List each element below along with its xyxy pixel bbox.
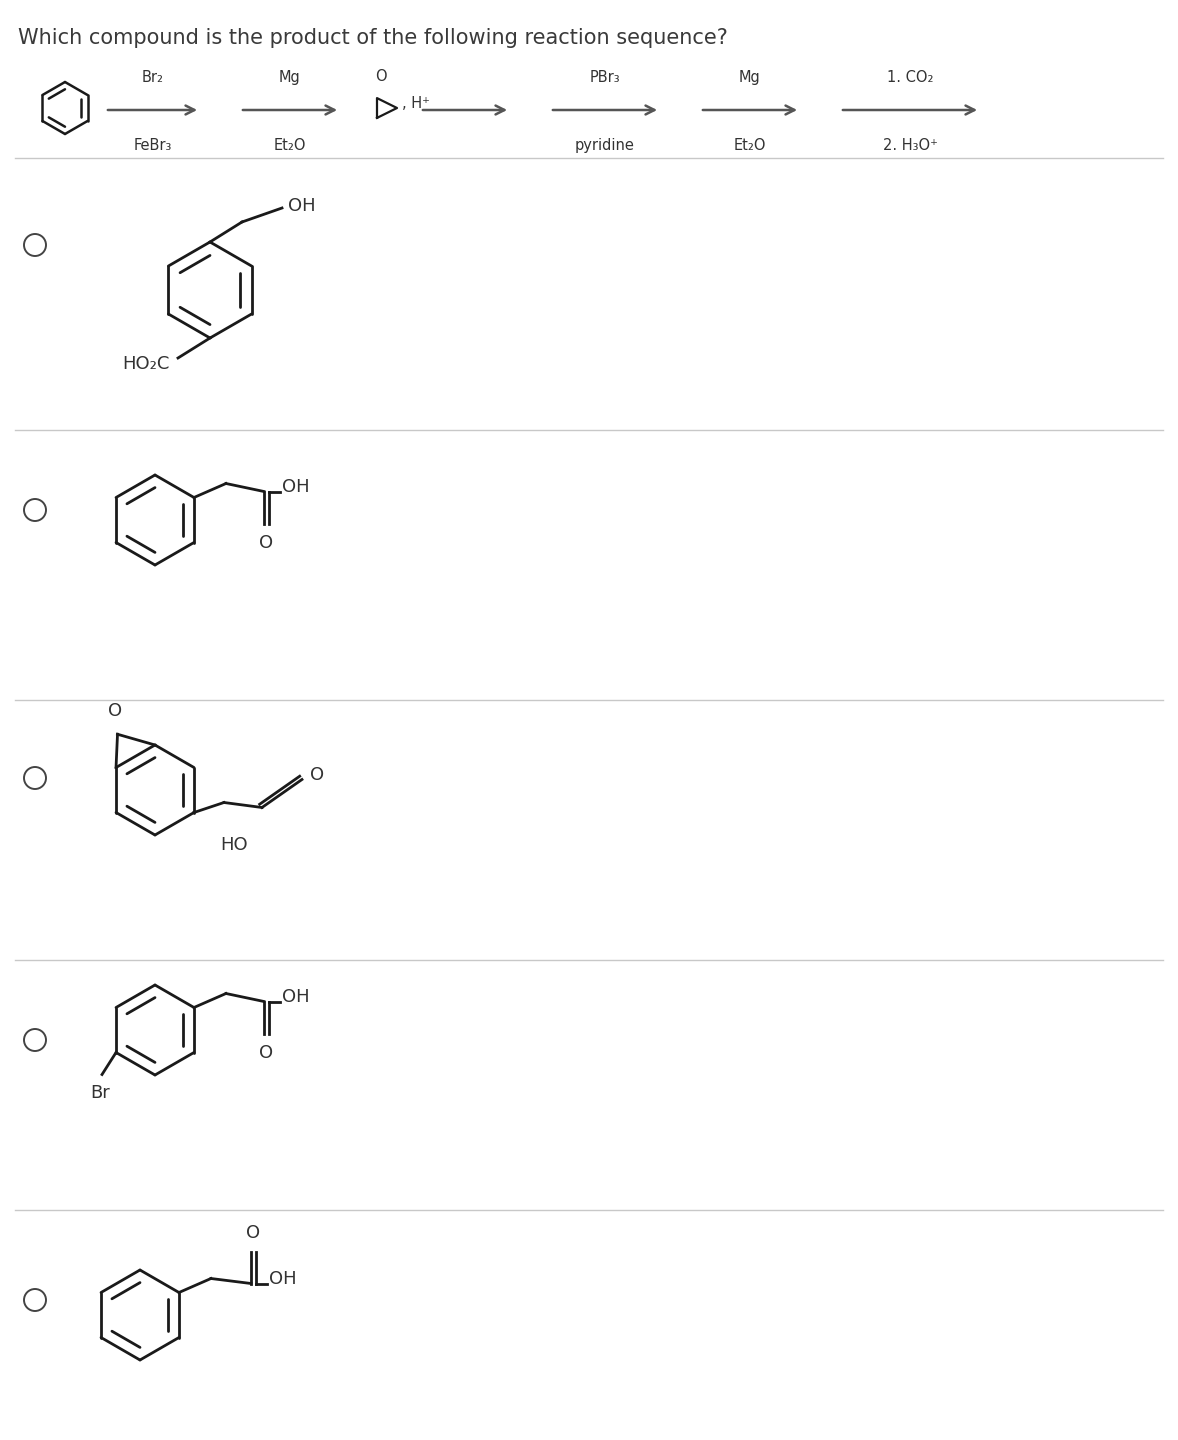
- Text: OH: OH: [282, 988, 310, 1007]
- Text: 1. CO₂: 1. CO₂: [887, 71, 933, 85]
- Text: Br: Br: [91, 1084, 110, 1103]
- Text: Mg: Mg: [279, 71, 300, 85]
- Text: O: O: [310, 766, 324, 785]
- Text: Br₂: Br₂: [141, 71, 164, 85]
- Text: Et₂O: Et₂O: [734, 138, 766, 153]
- Text: O: O: [246, 1224, 260, 1241]
- Text: O: O: [259, 533, 273, 552]
- Text: OH: OH: [282, 478, 310, 497]
- Text: O: O: [259, 1044, 273, 1061]
- Text: 2. H₃O⁺: 2. H₃O⁺: [882, 138, 938, 153]
- Text: Mg: Mg: [739, 71, 761, 85]
- Text: HO: HO: [220, 835, 247, 854]
- Text: PBr₃: PBr₃: [590, 71, 621, 85]
- Text: O: O: [375, 69, 386, 84]
- Text: , H⁺: , H⁺: [402, 96, 430, 111]
- Text: O: O: [108, 703, 123, 720]
- Text: OH: OH: [287, 197, 316, 215]
- Text: Which compound is the product of the following reaction sequence?: Which compound is the product of the fol…: [18, 27, 728, 48]
- Text: pyridine: pyridine: [575, 138, 635, 153]
- Text: HO₂C: HO₂C: [123, 356, 170, 373]
- Text: Et₂O: Et₂O: [273, 138, 306, 153]
- Text: FeBr₃: FeBr₃: [133, 138, 172, 153]
- Text: OH: OH: [269, 1270, 297, 1289]
